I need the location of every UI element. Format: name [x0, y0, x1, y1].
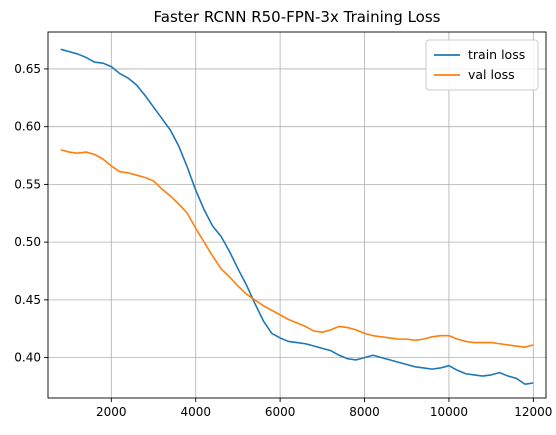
- y-tick-label: 0.60: [14, 120, 41, 134]
- legend-label-val-loss: val loss: [468, 67, 515, 82]
- train-loss-line: [60, 48, 534, 385]
- legend-label-train-loss: train loss: [468, 47, 525, 62]
- y-tick-label: 0.50: [14, 235, 41, 249]
- val-loss-line: [60, 148, 534, 349]
- legend: train loss val loss: [425, 39, 539, 91]
- x-tick-label: 2000: [96, 405, 127, 419]
- grid-layer: [48, 32, 546, 398]
- y-tick-label: 0.65: [14, 62, 41, 76]
- y-tick-label: 0.45: [14, 293, 41, 307]
- x-tick-label: 6000: [265, 405, 296, 419]
- ticks-layer: 2000 4000 6000 8000 10000 12000 0.40 0.45 0.50 0.…: [14, 62, 552, 419]
- series-layer: [60, 48, 534, 385]
- x-tick-label: 10000: [430, 405, 468, 419]
- x-tick-label: 4000: [180, 405, 211, 419]
- x-tick-label: 8000: [349, 405, 380, 419]
- chart-title: Faster RCNN R50-FPN-3x Training Loss: [154, 8, 441, 26]
- legend-box: [425, 39, 539, 91]
- axes-frame: [47, 31, 547, 399]
- y-tick-label: 0.55: [14, 177, 41, 191]
- x-tick-label: 12000: [514, 405, 552, 419]
- y-tick-label: 0.40: [14, 351, 41, 365]
